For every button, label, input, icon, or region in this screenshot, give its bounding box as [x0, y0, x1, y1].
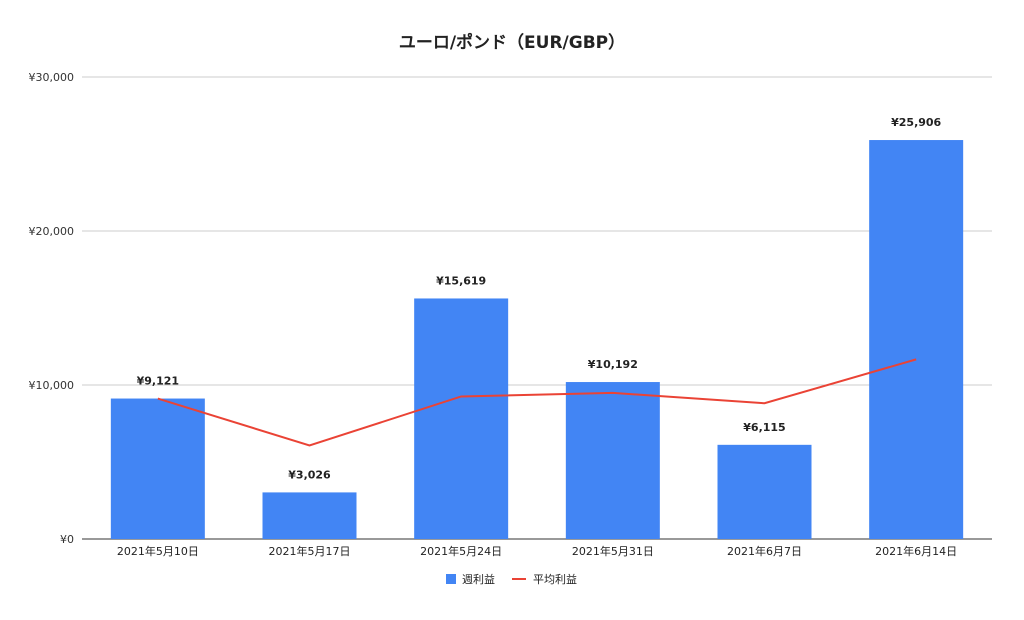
- grid: ¥0 ¥10,000 ¥20,000 ¥30,000: [29, 71, 992, 546]
- data-label: ¥15,619: [436, 274, 486, 287]
- bar: [869, 140, 964, 539]
- x-tick-label: 2021年5月24日: [420, 544, 502, 558]
- data-label: ¥3,026: [288, 468, 331, 481]
- bars: [110, 140, 964, 539]
- bar: [717, 444, 812, 539]
- data-label: ¥6,115: [743, 421, 785, 434]
- x-tick-label: 2021年5月17日: [269, 544, 351, 558]
- data-label: ¥9,121: [137, 375, 179, 388]
- y-tick-label: ¥20,000: [29, 225, 75, 238]
- legend-label: 週利益: [462, 572, 495, 586]
- average-line-layer: [157, 358, 917, 447]
- bar: [414, 298, 509, 539]
- x-tick-label: 2021年6月7日: [727, 544, 802, 558]
- x-tick-label: 2021年6月14日: [875, 544, 957, 558]
- data-label: ¥10,192: [588, 358, 638, 371]
- legend-label: 平均利益: [533, 572, 577, 586]
- data-labels: ¥9,121 ¥3,026 ¥15,619 ¥10,192 ¥6,115 ¥25,906: [137, 116, 942, 481]
- legend: 週利益 平均利益: [446, 572, 577, 586]
- bar: [110, 398, 205, 539]
- y-tick-label: ¥30,000: [29, 71, 75, 84]
- chart-title: ユーロ/ポンド（EUR/GBP）: [399, 32, 625, 53]
- y-tick-label: ¥0: [60, 533, 74, 546]
- x-axis: 2021年5月10日 2021年5月17日 2021年5月24日 2021年5月31日…: [117, 544, 957, 558]
- x-tick-label: 2021年5月10日: [117, 544, 199, 558]
- bar: [262, 492, 357, 539]
- y-tick-label: ¥10,000: [29, 379, 75, 392]
- data-label: ¥25,906: [891, 116, 941, 129]
- bar: [565, 382, 660, 539]
- legend-swatch-bar: [446, 574, 456, 584]
- average-line: [157, 358, 917, 447]
- x-tick-label: 2021年5月31日: [572, 544, 654, 558]
